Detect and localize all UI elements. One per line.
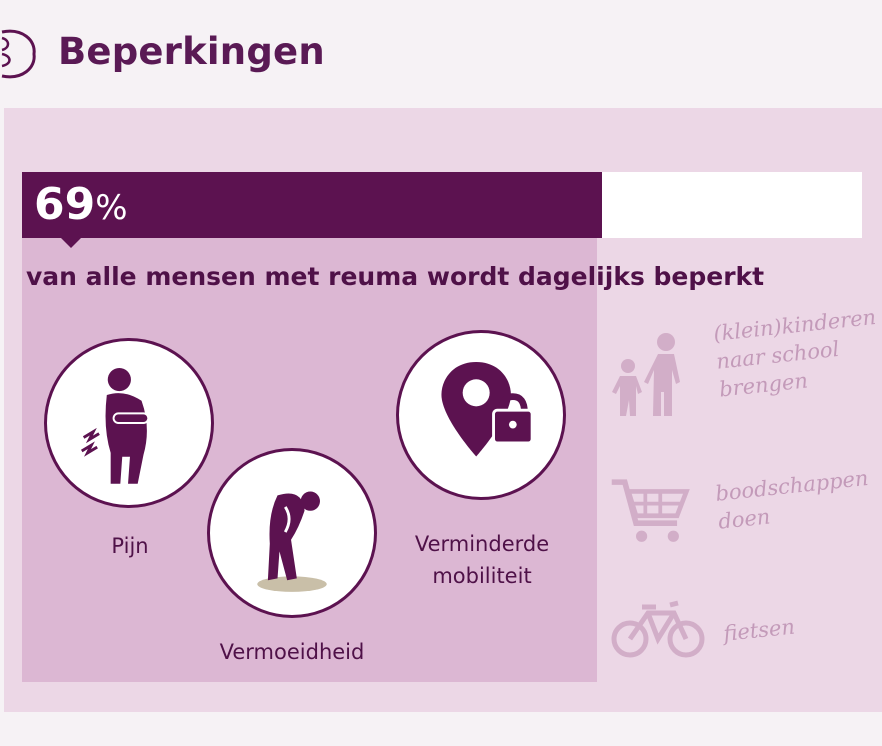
tired-person-icon (257, 491, 327, 592)
stat-description: van alle mensen met reuma wordt dagelijk… (26, 262, 765, 291)
fatigue-circle (207, 448, 377, 618)
mobility-circle (396, 330, 566, 500)
mobility-label-line1: Verminderde (414, 532, 550, 556)
mobility-label: Verminderde mobiliteit (392, 528, 572, 592)
brain-outline-icon (1, 29, 36, 79)
percent-bar-fill (22, 172, 602, 238)
percent-symbol: % (95, 188, 128, 228)
bar-pointer (60, 237, 82, 248)
mobility-label-line2: mobiliteit (432, 564, 532, 588)
percent-value: 69% (34, 178, 128, 235)
fatigue-label: Vermoeidheid (219, 640, 365, 664)
bicycle-icon (611, 600, 705, 658)
page-title: Beperkingen (58, 30, 325, 73)
pain-label: Pijn (111, 534, 149, 558)
pain-person-icon (80, 368, 150, 484)
location-lock-icon (441, 361, 534, 457)
percent-number: 69 (34, 179, 96, 230)
activity-1-text: (klein)kinderen naar school brengen (712, 303, 882, 404)
adult-child-walking-icon (612, 333, 680, 416)
pain-circle (44, 338, 214, 508)
shopping-cart-icon (611, 479, 690, 542)
